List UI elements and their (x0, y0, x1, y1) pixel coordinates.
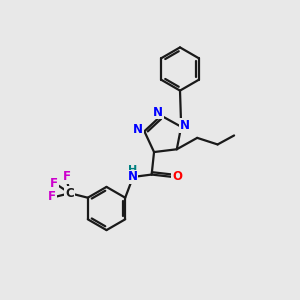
Text: F: F (50, 177, 58, 190)
Text: N: N (180, 119, 190, 132)
Text: N: N (128, 170, 137, 184)
Text: H: H (128, 165, 137, 176)
Text: O: O (172, 170, 182, 184)
Text: N: N (153, 106, 163, 118)
Text: F: F (48, 190, 56, 203)
Text: N: N (133, 123, 143, 136)
Text: F: F (63, 169, 71, 183)
Text: C: C (65, 187, 74, 200)
